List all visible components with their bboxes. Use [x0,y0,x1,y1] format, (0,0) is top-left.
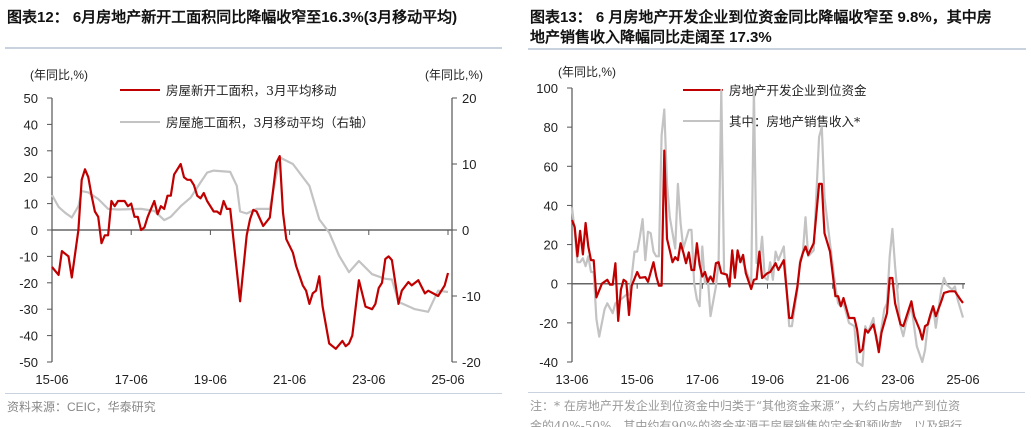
y-tick-label: -20 [19,276,38,291]
y-tick-label: 0 [551,277,558,292]
y-tick-label: -50 [19,355,38,370]
y-tick-label: 40 [544,198,558,213]
y-tick-label: -40 [539,355,558,370]
y-tick-label: 0 [31,223,38,238]
legend-swatch-red [120,88,160,91]
chart13-title-line2: 地产销售收入降幅同比走阔至 17.3% [530,29,772,46]
series-line-gray [51,156,449,313]
y-tick-label: 100 [536,81,558,96]
chart12-title: 图表12： 6月房地产新开工面积同比降幅收窄至16.3%(3月移动平均) [7,9,458,26]
x-tick-label: 15-06 [35,372,68,387]
x-tick-label: 21-06 [816,372,849,387]
y-tick-label: 20 [544,238,558,253]
x-tick-label: 15-06 [621,372,654,387]
legend-label: 其中：房地产销售收入* [729,114,861,129]
y2-tick-label: 10 [462,157,476,172]
chart13-title-line1: 图表13： 6 月房地产开发企业到位资金同比降幅收窄至 9.8%，其中房 [530,9,992,26]
x-tick-label: 17-06 [686,372,719,387]
y-tick-label: -20 [539,316,558,331]
title-divider [528,48,1026,50]
x-tick-label: 17-06 [115,372,148,387]
legend-item-funds: 房地产开发企业到位资金 [683,80,867,99]
legend-swatch-gray [683,119,723,122]
y-tick-label: 30 [24,144,38,159]
series-line-red [51,155,450,350]
x-tick-label: 19-06 [194,372,227,387]
legend-label: 房屋施工面积，3月移动平均（右轴） [166,115,374,130]
y-tick-label: 20 [24,170,38,185]
series-line-red [570,149,964,354]
legend-item-new-starts: 房屋新开工面积，3月平均移动 [120,80,336,99]
y-tick-label: 50 [24,91,38,106]
series-line-gray [570,88,965,367]
y-tick-label: 60 [544,159,558,174]
legend-swatch-red [683,88,723,91]
right-axis-unit: (年同比,%) [425,68,483,82]
y2-tick-label: 0 [462,223,469,238]
y-tick-label: 40 [24,117,38,132]
x-tick-label: 13-06 [555,372,588,387]
y-tick-label: 80 [544,120,558,135]
y-tick-label: -10 [19,249,38,264]
x-tick-label: 19-06 [751,372,784,387]
legend-swatch-gray [120,120,160,123]
title-divider [5,47,502,49]
legend-item-sales: 其中：房地产销售收入* [683,111,860,130]
bottom-divider [5,393,502,394]
footnote-line2: 金的40%-50%，其中约有90%的资金来源于房屋销售的定金和预收款，以及银行 [530,419,963,427]
x-tick-label: 23-06 [881,372,914,387]
y-tick-label: -30 [19,302,38,317]
x-tick-label: 25-06 [946,372,979,387]
legend-label: 房地产开发企业到位资金 [729,83,867,98]
left-axis-unit: (年同比,%) [30,68,88,82]
x-tick-label: 25-06 [431,372,464,387]
footnote-line1: 注：* 在房地产开发企业到位资金中归类于“其他资金来源”，大约占房地产到位资 [530,399,961,413]
y2-tick-label: -10 [462,289,481,304]
bottom-divider [528,392,1025,393]
x-tick-label: 21-06 [273,372,306,387]
x-tick-label: 23-06 [352,372,385,387]
y2-tick-label: -20 [462,355,481,370]
y-tick-label: 10 [24,197,38,212]
right-chart-axis-unit: (年同比,%) [558,65,616,79]
y2-tick-label: 20 [462,91,476,106]
legend-label: 房屋新开工面积，3月平均移动 [166,83,337,98]
y-tick-label: -40 [19,329,38,344]
legend-item-under-construction: 房屋施工面积，3月移动平均（右轴） [120,112,374,131]
source-note: 资料来源：CEIC，华泰研究 [7,400,156,414]
